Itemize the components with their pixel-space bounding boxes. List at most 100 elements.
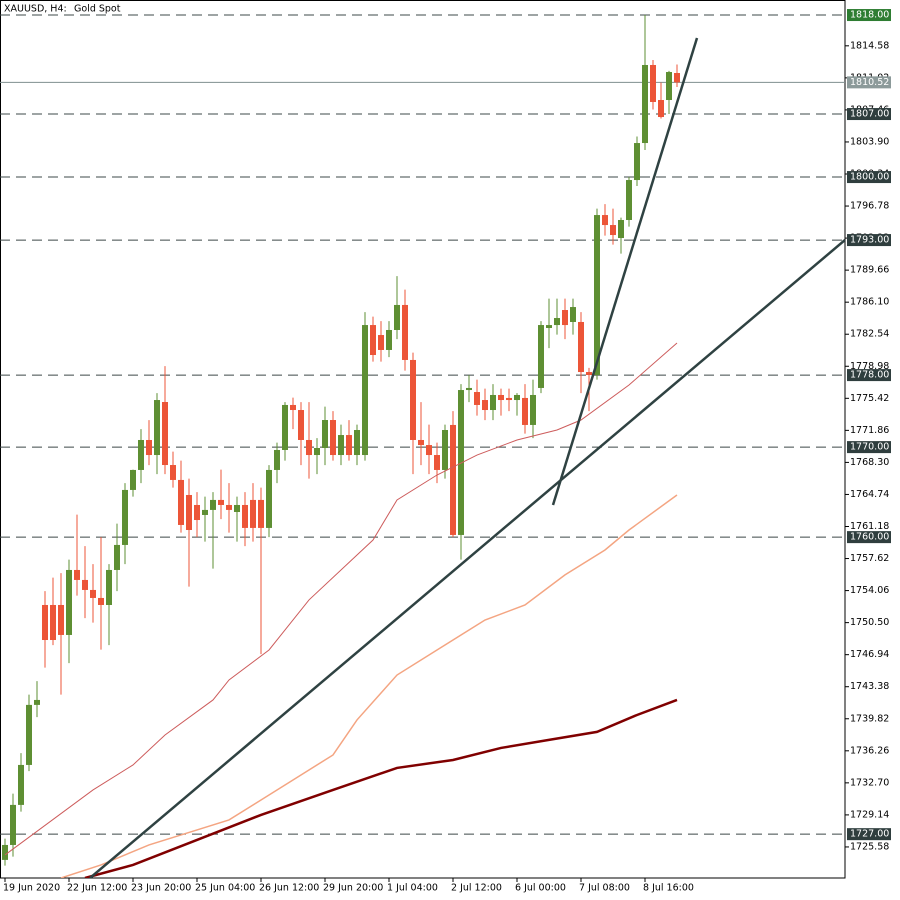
candle-body bbox=[530, 394, 536, 425]
candle-body bbox=[514, 394, 520, 401]
candle-body bbox=[74, 569, 80, 580]
moving-average bbox=[84, 698, 678, 878]
candle-body bbox=[178, 479, 184, 525]
candle-body bbox=[10, 804, 16, 845]
candle-body bbox=[330, 420, 336, 456]
y-tick-label: 1796.78 bbox=[850, 201, 889, 212]
candle-body bbox=[370, 325, 376, 356]
candle-body bbox=[378, 335, 384, 350]
candle-body bbox=[122, 489, 128, 545]
candle-body bbox=[170, 465, 176, 480]
y-tick-label: 1754.06 bbox=[850, 585, 889, 596]
moving-average bbox=[4, 342, 678, 856]
axes: 1725.58 1729.14 1732.70 1736.26 1739.82 1743.… bbox=[3, 9, 891, 894]
candle-body bbox=[42, 604, 48, 641]
y-tick-label: 1750.50 bbox=[850, 617, 889, 628]
y-tick-label: 1764.74 bbox=[850, 489, 889, 500]
y-tick-label: 1761.18 bbox=[850, 521, 889, 532]
x-tick-label: 22 Jun 12:00 bbox=[67, 883, 127, 894]
candle-body bbox=[338, 435, 344, 456]
y-tick-label: 1739.82 bbox=[850, 713, 889, 724]
level-label: 1800.00 bbox=[850, 172, 889, 183]
candle-body bbox=[106, 569, 112, 605]
candle-body bbox=[114, 544, 120, 570]
candle-body bbox=[82, 579, 88, 590]
y-tick-label: 1771.86 bbox=[850, 425, 889, 436]
candle-body bbox=[506, 397, 512, 401]
candle-body bbox=[490, 394, 496, 411]
level-label: 1727.00 bbox=[850, 829, 889, 840]
candle-body bbox=[570, 307, 576, 322]
candle-body bbox=[306, 439, 312, 456]
candle-body bbox=[266, 469, 272, 528]
y-tick-label: 1743.38 bbox=[850, 681, 889, 692]
candle-body bbox=[242, 504, 248, 528]
x-tick-label: 6 Jul 00:00 bbox=[515, 883, 566, 894]
level-label-box bbox=[847, 441, 891, 454]
y-tick-label: 1725.58 bbox=[850, 841, 889, 852]
candle-body bbox=[562, 310, 568, 326]
candle-body bbox=[258, 499, 264, 528]
candle-body bbox=[402, 304, 408, 360]
level-label: 1778.00 bbox=[850, 370, 889, 381]
y-tick-label: 1775.42 bbox=[850, 393, 889, 404]
candle-body bbox=[234, 504, 240, 513]
x-tick-label: 1 Jul 04:00 bbox=[387, 883, 438, 894]
candle-body bbox=[498, 394, 504, 401]
candle-body bbox=[346, 435, 352, 456]
candle-body bbox=[98, 597, 104, 605]
candle-body bbox=[618, 219, 624, 238]
candle-body bbox=[450, 424, 456, 535]
x-tick-label: 23 Jun 20:00 bbox=[131, 883, 191, 894]
level-label-box bbox=[847, 828, 891, 841]
current-price-box bbox=[847, 76, 891, 89]
candle-body bbox=[594, 215, 600, 375]
x-tick-label: 29 Jun 20:00 bbox=[323, 883, 383, 894]
candle-body bbox=[194, 504, 200, 521]
y-tick-label: 1786.10 bbox=[850, 297, 889, 308]
level-label-box bbox=[847, 234, 891, 247]
candle-body bbox=[602, 215, 608, 226]
candle-body bbox=[578, 321, 584, 373]
candle-body bbox=[18, 764, 24, 805]
candle-body bbox=[274, 449, 280, 470]
candle-body bbox=[434, 455, 440, 470]
chart-subtitle: Gold Spot bbox=[74, 4, 121, 15]
candle-body bbox=[546, 325, 552, 329]
candle-body bbox=[586, 372, 592, 375]
candle-body bbox=[26, 704, 32, 765]
candle-body bbox=[290, 404, 296, 411]
candle-body bbox=[538, 325, 544, 388]
candle-body bbox=[650, 64, 656, 102]
x-tick-label: 7 Jul 08:00 bbox=[579, 883, 630, 894]
y-tick-label: 1736.26 bbox=[850, 745, 889, 756]
y-tick-label: 1729.14 bbox=[850, 809, 889, 820]
y-tick-label: 1814.58 bbox=[850, 40, 889, 51]
plot-area bbox=[0, 14, 845, 878]
candle-body bbox=[522, 397, 528, 425]
candle-body bbox=[298, 410, 304, 440]
candle-body bbox=[626, 180, 632, 220]
candle-body bbox=[386, 329, 392, 350]
level-label: 1807.00 bbox=[850, 109, 889, 120]
candle-body bbox=[394, 304, 400, 330]
moving-average bbox=[60, 494, 678, 878]
candle-body bbox=[314, 448, 320, 456]
candle-body bbox=[90, 589, 96, 598]
candle-body bbox=[362, 325, 368, 456]
level-label-box bbox=[847, 9, 891, 22]
level-label: 1818.00 bbox=[850, 10, 889, 21]
candle-body bbox=[138, 439, 144, 470]
current-price-label: 1810.52 bbox=[850, 77, 889, 88]
candle-body bbox=[186, 494, 192, 531]
candle-body bbox=[154, 400, 160, 456]
candle-body bbox=[162, 402, 168, 466]
level-label-box bbox=[847, 531, 891, 544]
level-label-box bbox=[847, 108, 891, 121]
candle-body bbox=[674, 73, 680, 83]
candle-body bbox=[354, 429, 360, 456]
plot-frame bbox=[0, 0, 846, 879]
x-tick-label: 26 Jun 12:00 bbox=[259, 883, 319, 894]
